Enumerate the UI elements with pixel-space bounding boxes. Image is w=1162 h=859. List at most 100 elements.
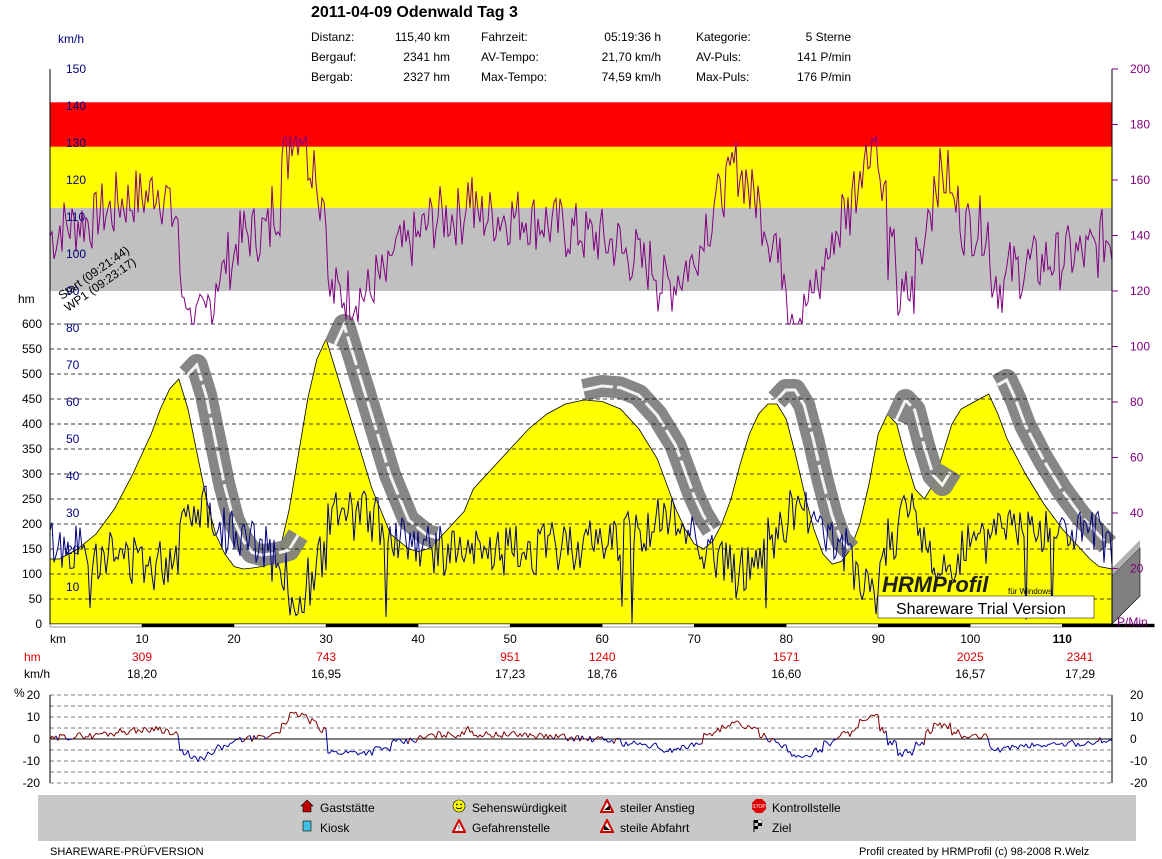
gradient-line bbox=[803, 754, 807, 757]
cumulative-hm-label: hm bbox=[24, 650, 41, 664]
legend-label: Ziel bbox=[772, 820, 792, 835]
stat-value: 5 Sterne bbox=[805, 30, 851, 44]
cumulative-hm-value: 951 bbox=[500, 650, 520, 664]
cumulative-hm-value: 2025 bbox=[957, 650, 984, 664]
gradient-line bbox=[187, 750, 191, 758]
gradient-line bbox=[73, 736, 77, 739]
gradient-line bbox=[547, 734, 551, 739]
gradient-line bbox=[427, 733, 431, 736]
watermark-trial: Shareware Trial Version bbox=[896, 601, 1066, 618]
gradient-line bbox=[87, 733, 91, 738]
gradient-line bbox=[311, 718, 315, 722]
gradient-line bbox=[425, 734, 429, 738]
km-bar-segment bbox=[417, 623, 511, 628]
gradient-line bbox=[627, 743, 631, 747]
x-tick-label: 10 bbox=[135, 632, 149, 646]
pulse-zone bbox=[50, 207, 1112, 291]
descent-stripe bbox=[186, 362, 300, 557]
gradient-line bbox=[365, 751, 369, 756]
gradient-line bbox=[473, 734, 477, 737]
gradient-line bbox=[317, 726, 321, 732]
speed-tick-label: 80 bbox=[66, 321, 80, 335]
gradient-line bbox=[493, 731, 497, 737]
gradient-line bbox=[795, 755, 799, 758]
gradient-line bbox=[647, 746, 651, 749]
stat-value: 21,70 km/h bbox=[601, 50, 661, 64]
gradient-line bbox=[287, 712, 291, 722]
gradient-line bbox=[821, 740, 825, 753]
gradient-line bbox=[571, 736, 575, 742]
gradient-line bbox=[1017, 744, 1021, 750]
finish-flag-icon bbox=[752, 819, 766, 836]
gradient-line bbox=[1029, 742, 1033, 749]
gradient-line bbox=[785, 744, 789, 753]
pulse-tick-label: 200 bbox=[1130, 62, 1150, 76]
gradient-line bbox=[129, 729, 133, 731]
gradient-line bbox=[431, 733, 435, 736]
gradient-line bbox=[1023, 743, 1027, 748]
gradient-line bbox=[899, 752, 903, 758]
gradient-line bbox=[919, 741, 923, 746]
gradient-line bbox=[569, 736, 573, 738]
gradient-line bbox=[853, 727, 857, 732]
gradient-line bbox=[439, 731, 443, 738]
legend-item: Ziel bbox=[752, 819, 791, 836]
gradient-line bbox=[745, 725, 749, 729]
gradient-line bbox=[405, 739, 409, 745]
gradient-line bbox=[207, 751, 211, 755]
gradient-line bbox=[229, 742, 233, 744]
gradient-line bbox=[581, 735, 585, 740]
gradient-line bbox=[719, 724, 723, 733]
gradient-line bbox=[463, 729, 467, 735]
gradient-line bbox=[455, 734, 459, 739]
gradient-line bbox=[761, 732, 765, 738]
speed-tick-label: 50 bbox=[66, 432, 80, 446]
gradient-line bbox=[259, 734, 263, 737]
gradient-line bbox=[273, 732, 277, 734]
speed-tick-label: 60 bbox=[66, 395, 80, 409]
gradient-line bbox=[901, 751, 905, 758]
hm-tick-label: 600 bbox=[22, 317, 42, 331]
gradient-line bbox=[103, 731, 107, 733]
gradient-line bbox=[879, 726, 883, 732]
legend-item: ! Gefahrenstelle bbox=[451, 817, 550, 836]
gradient-line bbox=[423, 736, 427, 739]
gradient-line bbox=[467, 726, 471, 733]
km-bar-segment bbox=[878, 623, 971, 628]
gradient-line bbox=[1087, 740, 1091, 744]
gradient-line bbox=[633, 740, 637, 744]
gradient-line bbox=[691, 742, 695, 747]
gradient-line bbox=[559, 733, 563, 736]
gradient-line bbox=[675, 747, 679, 750]
gradient-line bbox=[251, 735, 255, 742]
gradient-line bbox=[659, 748, 663, 751]
gradient-line bbox=[269, 733, 273, 737]
gradient-line bbox=[1007, 745, 1011, 750]
x-tick-label: 30 bbox=[319, 632, 333, 646]
gradient-line bbox=[381, 747, 385, 751]
cumulative-kmh-label: km/h bbox=[24, 667, 50, 681]
gradient-line bbox=[363, 750, 367, 756]
pulse-zone bbox=[50, 102, 1112, 147]
gradient-line bbox=[847, 731, 851, 737]
gradient-line bbox=[979, 737, 983, 740]
gradient-line bbox=[307, 718, 311, 725]
dev-tick-left: 20 bbox=[27, 688, 41, 702]
gradient-line bbox=[763, 732, 767, 738]
gradient-line bbox=[335, 750, 339, 755]
gradient-line bbox=[477, 734, 481, 738]
gradient-line bbox=[525, 732, 529, 738]
stat-value: 115,40 km bbox=[394, 30, 450, 44]
gradient-line bbox=[663, 750, 667, 753]
gradient-line bbox=[369, 750, 373, 756]
speed-tick-label: 110 bbox=[66, 210, 85, 224]
pulse-tick-label: 180 bbox=[1130, 118, 1150, 132]
gradient-line bbox=[419, 735, 423, 738]
cumulative-hm-value: 743 bbox=[316, 650, 336, 664]
gradient-line bbox=[165, 728, 169, 731]
gradient-line bbox=[991, 748, 995, 751]
gradient-line bbox=[1077, 742, 1081, 747]
gradient-line bbox=[713, 731, 717, 734]
gradient-line bbox=[1053, 742, 1057, 745]
gradient-line bbox=[513, 731, 517, 735]
